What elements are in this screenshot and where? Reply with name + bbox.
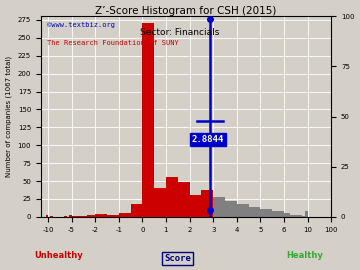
Bar [64,216,67,217]
Text: Healthy: Healthy [287,251,324,260]
Bar [299,215,302,217]
Bar [131,204,142,217]
Bar [87,215,91,217]
Bar [284,212,287,217]
Bar [50,216,53,217]
Bar [119,213,131,217]
Bar [287,213,290,217]
Text: The Research Foundation of SUNY: The Research Foundation of SUNY [47,40,179,46]
Bar [91,215,95,217]
Bar [260,209,272,217]
Bar [237,204,249,217]
Text: Unhealthy: Unhealthy [34,251,83,260]
Bar [72,216,76,217]
Text: Sector: Financials: Sector: Financials [140,28,220,37]
Text: 2.8844: 2.8844 [192,135,224,144]
Bar [201,190,213,217]
Bar [302,216,305,217]
Bar [80,216,83,217]
Bar [154,188,166,217]
Bar [166,177,178,217]
Bar [290,215,293,217]
Bar [296,215,299,217]
Bar [95,214,107,217]
Title: Z’-Score Histogram for CSH (2015): Z’-Score Histogram for CSH (2015) [95,6,277,16]
Y-axis label: Number of companies (1067 total): Number of companies (1067 total) [5,56,12,177]
Bar [249,207,260,217]
Bar [305,211,307,217]
Bar [142,23,154,217]
Bar [76,216,80,217]
Bar [46,215,48,217]
Bar [272,211,284,217]
Text: Score: Score [164,254,191,263]
Bar [225,201,237,217]
Bar [83,216,87,217]
Bar [178,183,190,217]
Text: ©www.textbiz.org: ©www.textbiz.org [47,22,114,28]
Bar [213,197,225,217]
Bar [69,215,72,217]
Bar [107,215,119,217]
Bar [293,215,296,217]
Bar [190,195,201,217]
